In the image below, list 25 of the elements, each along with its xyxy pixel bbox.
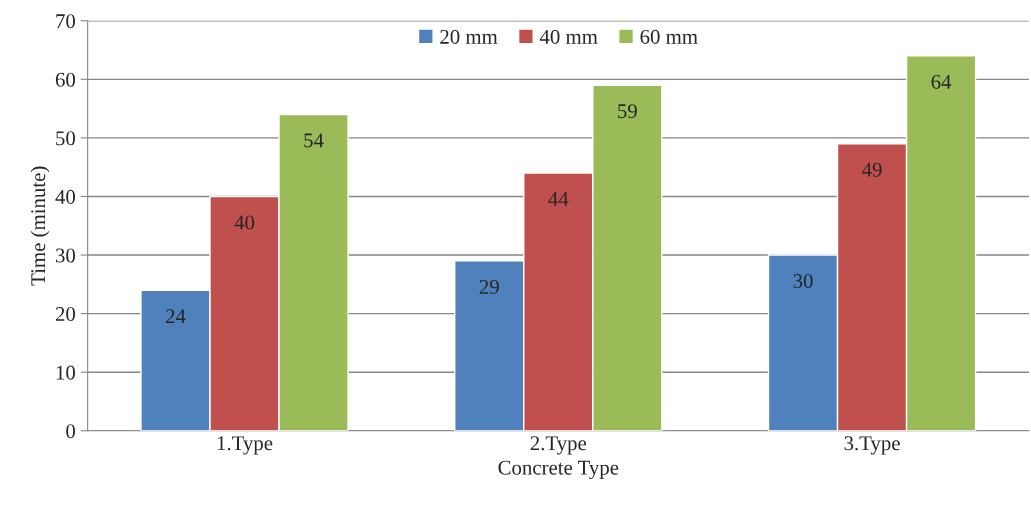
data-label: 30 [793, 273, 813, 289]
data-label: 49 [862, 162, 882, 177]
data-label: 40 [234, 215, 255, 230]
y-tick-label: 40 [55, 189, 76, 204]
legend-label: 60 mm [640, 29, 698, 44]
data-label: 44 [548, 192, 569, 206]
x-tick-label: 3.Type [844, 436, 900, 455]
data-label: 59 [618, 104, 637, 119]
y-tick-label: 30 [55, 248, 76, 263]
y-axis-title: Time (minute) [30, 166, 50, 286]
data-label: 29 [479, 279, 499, 294]
y-tick-label: 60 [55, 72, 76, 87]
data-label: 24 [165, 309, 186, 323]
y-tick-label: 20 [55, 307, 76, 322]
x-axis-title: Concrete Type [498, 460, 619, 479]
y-tick-label: 10 [56, 365, 76, 380]
legend-label: 40 mm [539, 29, 598, 44]
x-tick-label: 2.Type [530, 436, 587, 455]
y-tick-label: 70 [56, 14, 76, 29]
y-tick-label: 0 [66, 424, 76, 439]
x-tick-label: 1.Type [217, 436, 273, 455]
data-label: 64 [931, 74, 952, 89]
data-label: 54 [304, 133, 324, 148]
y-tick-label: 50 [56, 131, 76, 146]
legend-label: 20 mm [440, 29, 498, 44]
